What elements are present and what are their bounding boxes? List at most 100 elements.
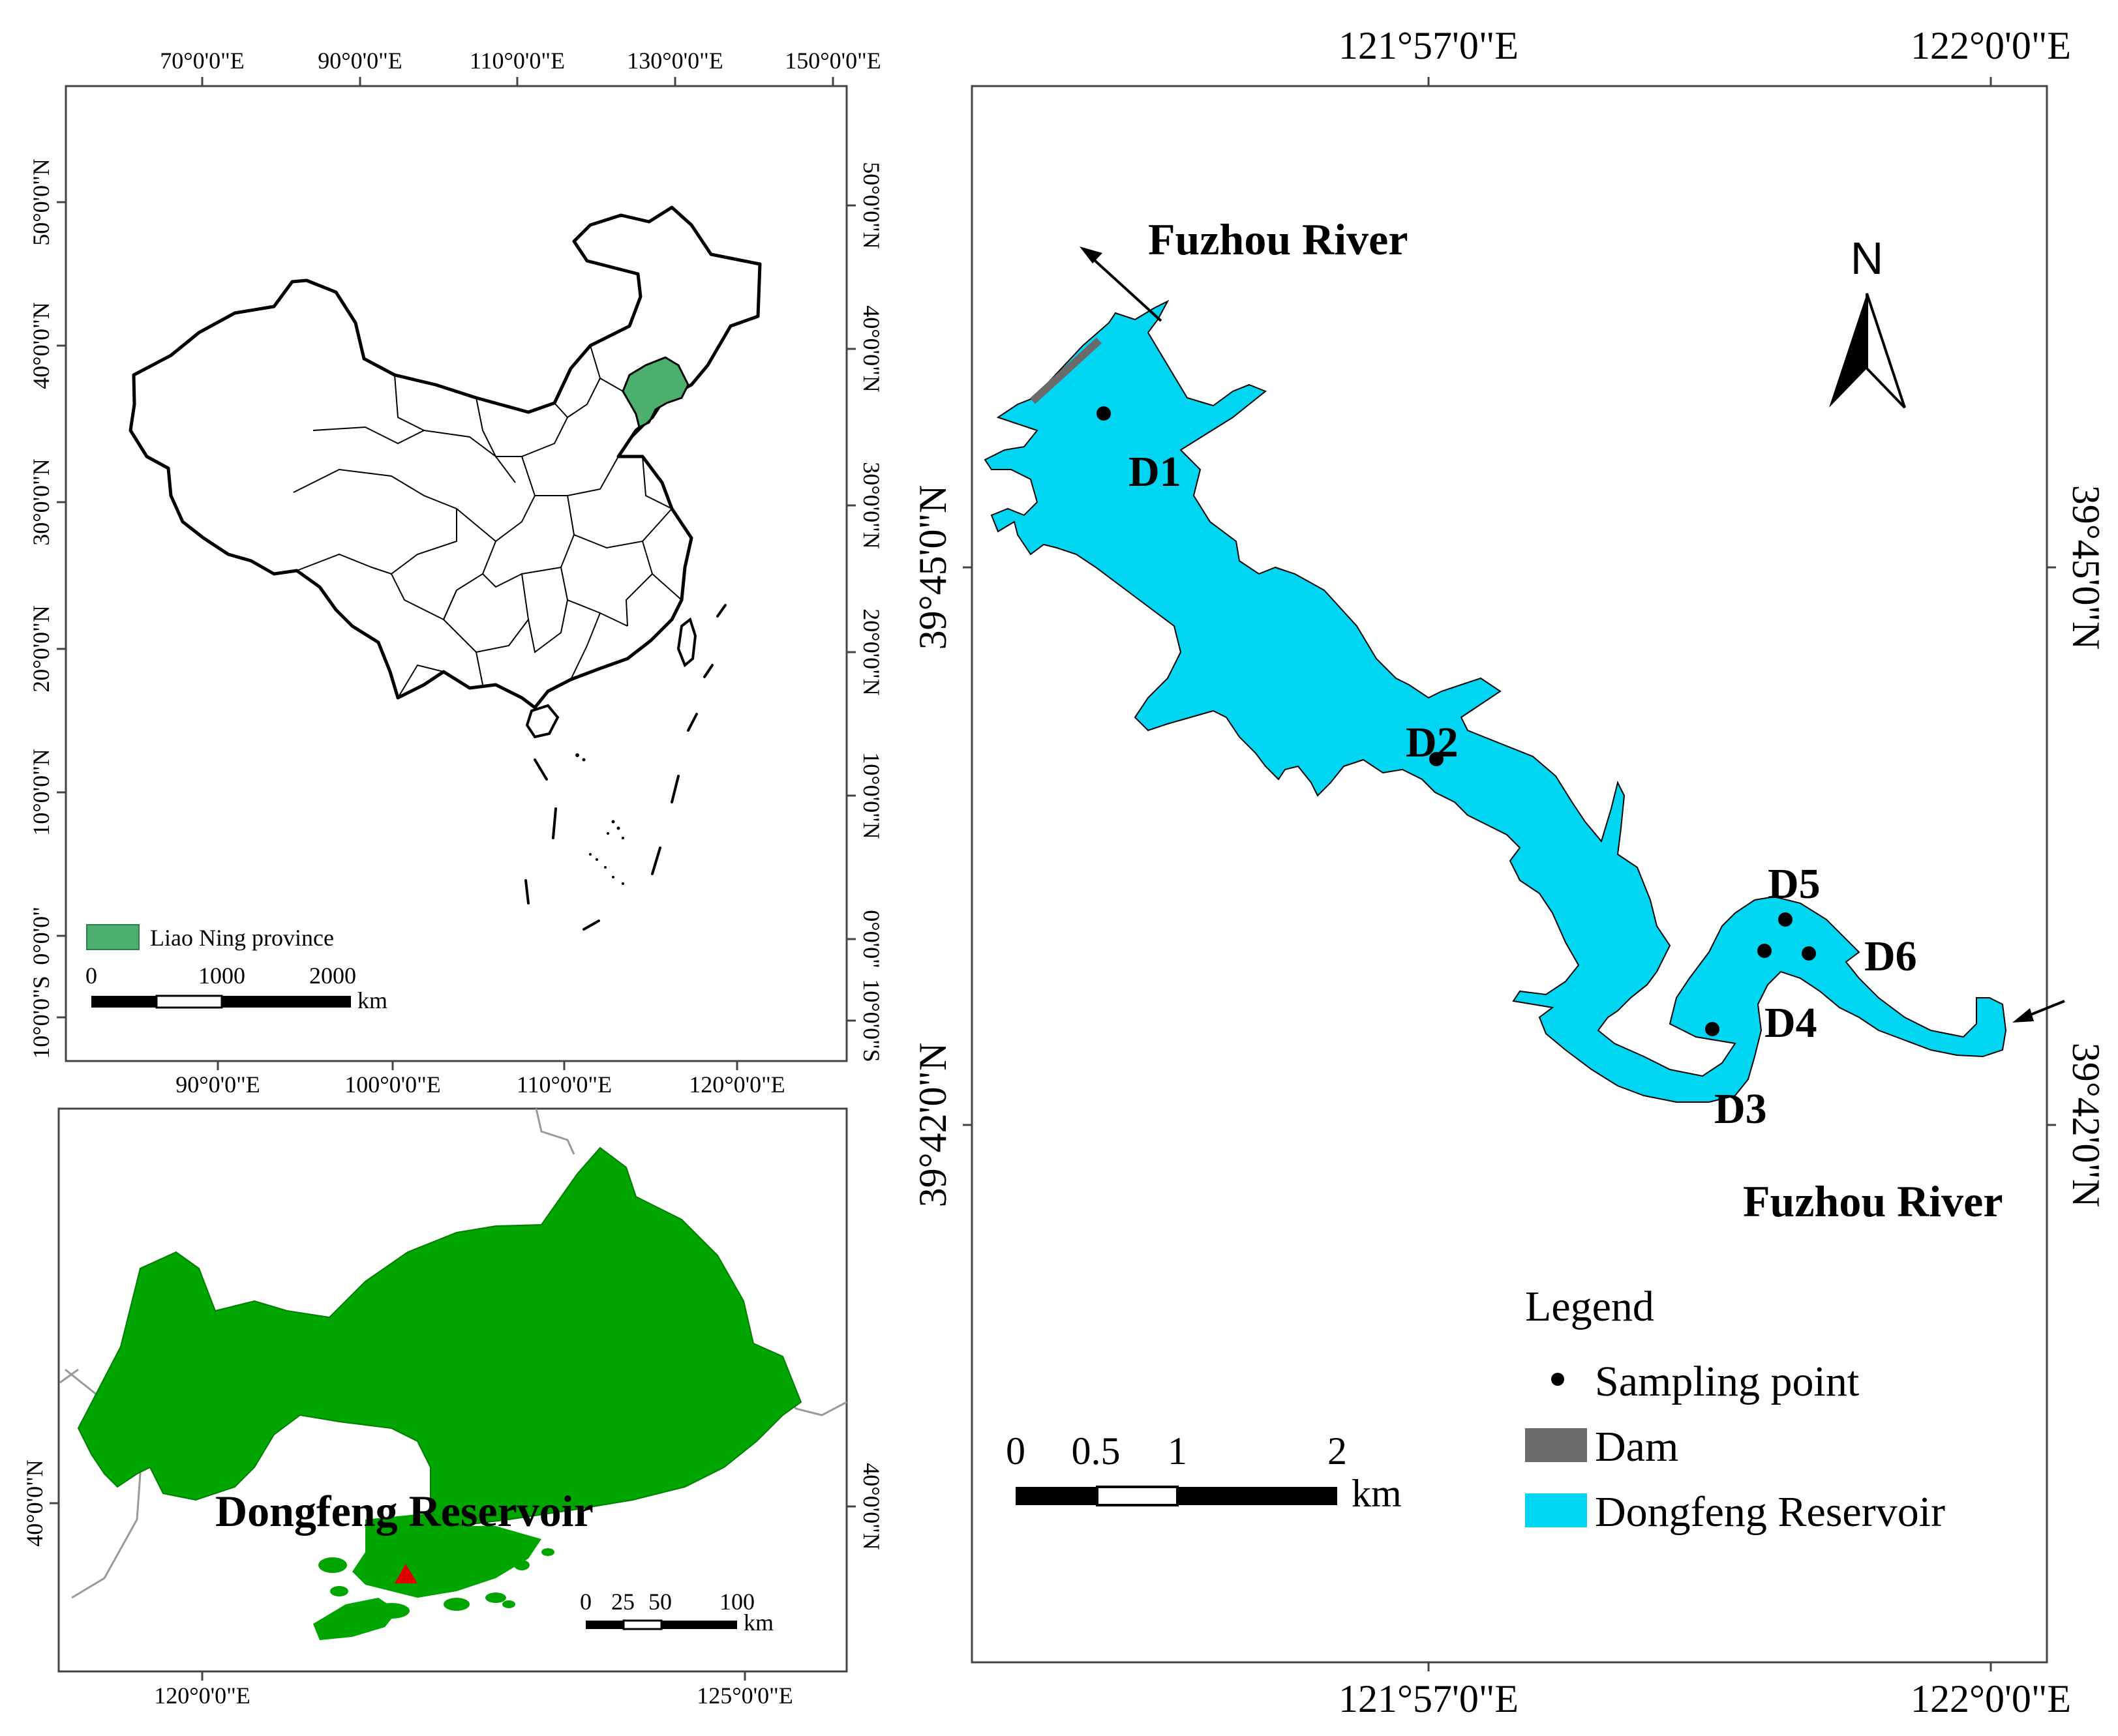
sampling-point-d2	[1429, 752, 1444, 766]
china-right-tick-label: 10°0'0"S	[858, 979, 885, 1062]
scale-unit: km	[357, 987, 387, 1013]
china-top-tick-label: 90°0'0"E	[318, 48, 402, 74]
legend-sampling-point-symbol	[1551, 1373, 1564, 1386]
scale-label: 50	[648, 1589, 672, 1615]
site-label-d2: D2	[1406, 719, 1459, 766]
china-bottom-ticks: 90°0'0"E 100°0'0"E 110°0'0"E 120°0'0"E	[175, 1061, 785, 1098]
river-arrows	[1080, 247, 2065, 1023]
china-bottom-tick-label: 110°0'0"E	[517, 1071, 612, 1098]
legend-dam-swatch	[1525, 1428, 1587, 1462]
liaoning-province-inset	[622, 356, 689, 429]
china-right-tick-label: 30°0'0"N	[858, 462, 885, 549]
liaoning-scale-bar: 0 25 50 100 km	[580, 1589, 774, 1636]
china-left-tick-label: 10°0'0"N	[28, 749, 54, 836]
china-map-frame	[65, 85, 848, 1062]
china-left-tick-label: 20°0'0"N	[28, 605, 54, 693]
china-right-tick-label: 20°0'0"N	[858, 608, 885, 696]
site-label-d3: D3	[1714, 1085, 1767, 1133]
china-top-tick-label: 70°0'0"E	[160, 48, 245, 74]
china-top-tick-label: 150°0'0"E	[785, 48, 881, 74]
china-right-ticks: 50°0'0"N 40°0'0"N 30°0'0"N 20°0'0"N 10°0…	[847, 162, 885, 1062]
fuzhou-river-label-bottom: Fuzhou River	[1743, 1176, 2003, 1226]
china-bottom-tick-label: 120°0'0"E	[689, 1071, 785, 1098]
liaoning-legend-label: Liao Ning province	[150, 925, 334, 951]
reservoir-top-tick-label: 121°57'0"E	[1339, 24, 1519, 67]
reservoir-bottom-tick-label: 121°57'0"E	[1339, 1677, 1519, 1720]
china-right-tick-label: 50°0'0"N	[858, 162, 885, 249]
reservoir-map-frame	[971, 85, 2048, 1664]
scale-label: 1000	[198, 963, 245, 989]
offshore-islands	[318, 1548, 554, 1619]
scale-label: 0.5	[1072, 1429, 1121, 1473]
reservoir-legend: Legend Sampling point Dam Dongfeng Reser…	[1525, 1283, 1945, 1536]
china-left-tick-label: 40°0'0"N	[28, 302, 54, 389]
china-bottom-tick-label: 100°0'0"E	[344, 1071, 441, 1098]
dongfeng-reservoir-water	[984, 299, 2007, 1103]
scale-label: 25	[611, 1589, 635, 1615]
reservoir-right-tick-label: 39°42'0"N	[2065, 1043, 2108, 1208]
sampling-point-d6	[1802, 946, 1816, 961]
taiwan-outline	[676, 617, 697, 668]
reservoir-bottom-tick-label: 122°0'0"E	[1911, 1677, 2071, 1720]
site-label-d5: D5	[1768, 860, 1821, 908]
sampling-point-d3	[1705, 1022, 1719, 1036]
north-arrow-left-half	[1829, 293, 1867, 408]
china-left-tick-label: 50°0'0"N	[28, 158, 54, 246]
liaoning-left-tick-label: 40°0'0"N	[22, 1459, 48, 1547]
legend-reservoir-swatch	[1525, 1493, 1587, 1527]
scale-label: 2	[1327, 1429, 1347, 1473]
china-outline	[129, 205, 762, 710]
legend-sampling-point-label: Sampling point	[1595, 1358, 1859, 1405]
scale-label: 0	[580, 1589, 592, 1615]
scale-label: 1	[1168, 1429, 1187, 1473]
scale-unit: km	[744, 1609, 774, 1636]
china-scale-bar: 0 1000 2000 km	[85, 963, 387, 1013]
liaoning-province	[77, 1146, 802, 1527]
china-left-tick-label: 30°0'0"N	[28, 458, 54, 546]
china-left-tick-label: 10°0'0"S	[28, 976, 54, 1059]
liaoning-legend-swatch	[86, 924, 140, 950]
province-boundaries	[293, 345, 682, 698]
liaoning-map-frame	[57, 1107, 848, 1673]
china-bottom-tick-label: 90°0'0"E	[175, 1071, 260, 1098]
north-arrow-right-half	[1866, 293, 1906, 409]
reservoir-scale-bar: 0 0.5 1 2 km	[1006, 1429, 1402, 1515]
china-left-ticks: 50°0'0"N 40°0'0"N 30°0'0"N 20°0'0"N 10°0…	[28, 158, 66, 1059]
legend-title: Legend	[1525, 1283, 1654, 1330]
reservoir-left-tick-label: 39°42'0"N	[911, 1043, 954, 1208]
liaoning-bottom-tick-label: 120°0'0"E	[154, 1683, 250, 1709]
sampling-point-d1	[1097, 406, 1111, 421]
site-label-d4: D4	[1764, 999, 1817, 1047]
sampling-point-d5	[1778, 912, 1793, 927]
china-top-ticks: 70°0'0"E 90°0'0"E 110°0'0"E 130°0'0"E 15…	[160, 48, 881, 86]
south-china-sea-islands	[575, 753, 624, 885]
scale-label: 100	[719, 1589, 755, 1615]
reservoir-top-tick-label: 122°0'0"E	[1911, 24, 2071, 67]
china-right-tick-label: 10°0'0"N	[858, 752, 885, 839]
site-label-d6: D6	[1864, 933, 1917, 980]
fuzhou-river-label-top: Fuzhou River	[1148, 215, 1408, 264]
south-china-sea-dashes	[524, 604, 727, 931]
sampling-point-d4	[1757, 944, 1772, 958]
china-panel: 70°0'0"E 90°0'0"E 110°0'0"E 130°0'0"E 15…	[28, 48, 885, 1098]
dongfeng-reservoir-label: Dongfeng Reservoir	[215, 1486, 594, 1536]
reservoir-location-marker	[395, 1564, 417, 1583]
china-right-tick-label: 40°0'0"N	[858, 305, 885, 393]
china-top-tick-label: 130°0'0"E	[627, 48, 723, 74]
legend-reservoir-label: Dongfeng Reservoir	[1595, 1488, 1945, 1536]
scale-unit: km	[1352, 1472, 1402, 1515]
china-top-tick-label: 110°0'0"E	[470, 48, 565, 74]
north-arrow-label: N	[1851, 233, 1884, 284]
hainan-outline	[525, 704, 560, 739]
china-right-tick-label: 0°0'0"	[858, 910, 885, 968]
north-arrow: N	[1829, 233, 1906, 409]
china-left-tick-label: 0°0'0"	[28, 906, 54, 965]
sampling-points	[1097, 406, 1816, 1036]
reservoir-left-tick-label: 39°45'0"N	[911, 485, 954, 650]
scale-label: 0	[1006, 1429, 1025, 1473]
liaoning-panel: Dongfeng Reservoir 120°0'0"E 125°0'0"E 4…	[22, 1107, 885, 1709]
scale-label: 0	[85, 963, 97, 989]
reservoir-right-tick-label: 39°45'0"N	[2065, 485, 2108, 650]
liaoning-bottom-tick-label: 125°0'0"E	[697, 1683, 793, 1709]
